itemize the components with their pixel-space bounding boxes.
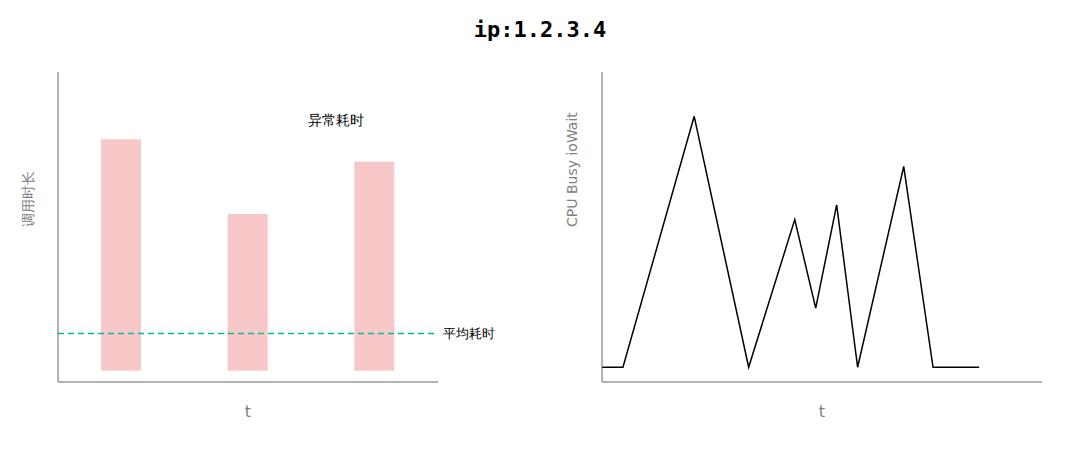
- html-text:异常耗时: 异常耗时: [308, 112, 364, 128]
- svg-text:t: t: [819, 402, 825, 421]
- svg-text:调用时长: 调用时长: [20, 171, 36, 227]
- svg-text:t: t: [245, 402, 251, 421]
- html-text:ip:1.2.3.4: ip:1.2.3.4: [473, 17, 607, 42]
- svg-text:平均耗时: 平均耗时: [443, 326, 495, 341]
- svg-text:CPU Busy ioWait: CPU Busy ioWait: [564, 112, 580, 227]
